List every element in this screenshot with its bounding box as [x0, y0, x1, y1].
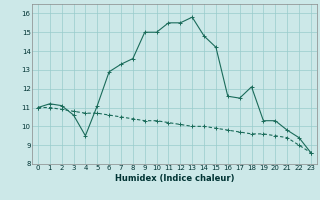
X-axis label: Humidex (Indice chaleur): Humidex (Indice chaleur)	[115, 174, 234, 183]
